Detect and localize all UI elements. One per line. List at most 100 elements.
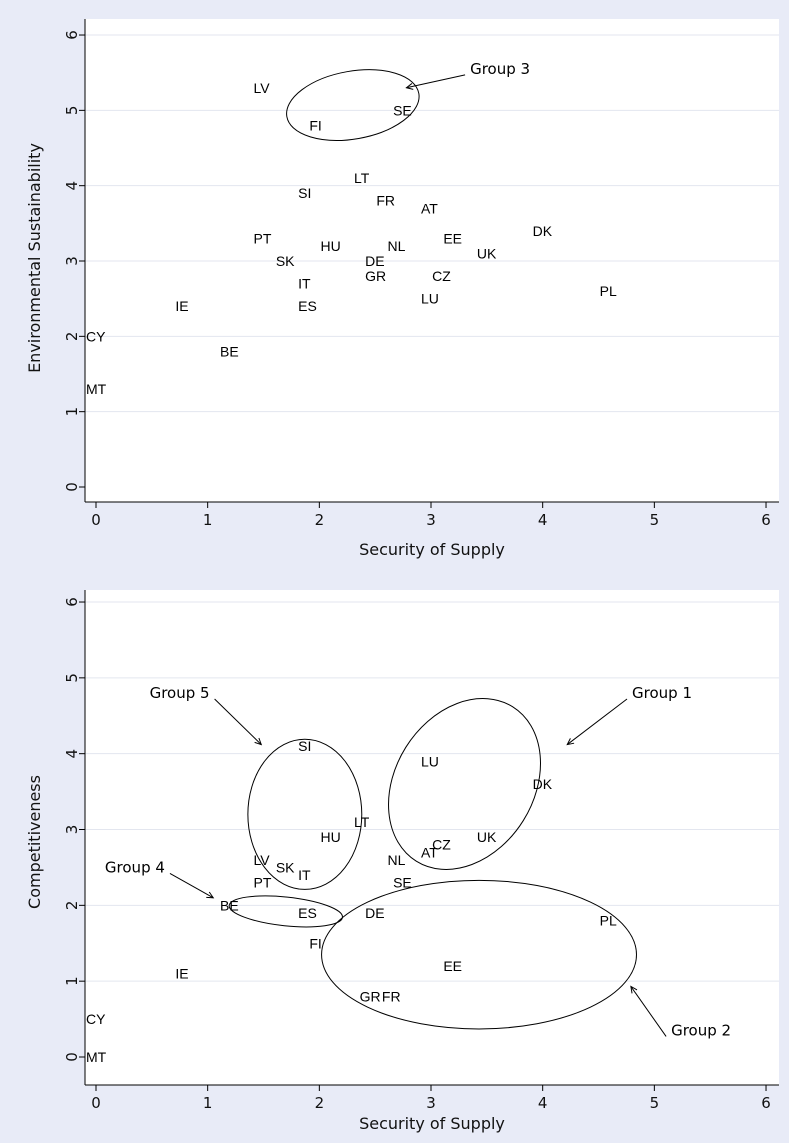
point-label: LV xyxy=(254,80,271,96)
point-label: CZ xyxy=(432,837,451,853)
x-axis-label: Security of Supply xyxy=(359,1114,505,1133)
point-label: MT xyxy=(86,1049,107,1065)
point-label: AT xyxy=(421,844,438,860)
y-tick-label: 1 xyxy=(63,976,81,986)
point-label: DK xyxy=(533,223,553,239)
x-tick-label: 1 xyxy=(203,511,213,529)
x-tick-label: 5 xyxy=(650,1094,660,1112)
point-label: IT xyxy=(298,276,311,292)
x-tick-label: 0 xyxy=(91,1094,101,1112)
point-label: FI xyxy=(309,935,321,951)
group-arrow xyxy=(630,986,667,1037)
x-tick-label: 1 xyxy=(203,1094,213,1112)
group-ellipse xyxy=(388,698,541,870)
x-tick-label: 4 xyxy=(538,1094,548,1112)
tick-labels: 0 1 2 3 4 5 6 0 1 2 3 4 5 6 xyxy=(63,597,771,1112)
group-arrow xyxy=(214,698,262,745)
point-label: HU xyxy=(321,238,341,254)
group-arrowhead xyxy=(254,737,263,746)
group-ellipse xyxy=(321,879,637,1030)
x-tick-label: 0 xyxy=(91,511,101,529)
point-label: HU xyxy=(321,829,341,845)
point-label: NL xyxy=(388,852,406,868)
x-axis-label: Security of Supply xyxy=(359,540,505,559)
y-axis-label: Environmental Sustainability xyxy=(25,143,44,373)
point-label: BE xyxy=(220,897,239,913)
y-tick-label: 6 xyxy=(63,30,81,40)
point-label: AT xyxy=(421,200,438,216)
point-label: EE xyxy=(443,230,462,246)
x-tick-label: 6 xyxy=(761,1094,771,1112)
x-tick-label: 6 xyxy=(761,511,771,529)
group-ellipse xyxy=(247,738,363,890)
env-sustainability-panel: 0 1 2 3 4 5 6 0 1 2 3 4 5 6 Group 3 LV FI SE LT SI FR AT DK P… xyxy=(25,19,779,559)
x-tick-label: 2 xyxy=(315,1094,325,1112)
point-label: SE xyxy=(393,875,412,891)
y-tick-label: 5 xyxy=(63,673,81,683)
point-label: LT xyxy=(354,814,370,830)
point-label: ES xyxy=(298,905,317,921)
group-label: Group 3 xyxy=(470,60,530,78)
point-label: UK xyxy=(477,829,497,845)
point-label: LT xyxy=(354,170,370,186)
x-tick-label: 5 xyxy=(650,511,660,529)
group-ellipses: Group 3 xyxy=(286,60,530,141)
y-tick-label: 3 xyxy=(63,256,81,266)
plot-area xyxy=(85,19,779,502)
group-arrow xyxy=(169,872,214,899)
point-label: CZ xyxy=(432,268,451,284)
point-label: DK xyxy=(533,776,553,792)
point-label: LU xyxy=(421,291,439,307)
point-label: CY xyxy=(86,328,106,344)
x-tick-label: 4 xyxy=(538,511,548,529)
y-tick-label: 5 xyxy=(63,106,81,116)
y-tick-label: 6 xyxy=(63,597,81,607)
group-label: Group 1 xyxy=(632,684,692,702)
point-label: PL xyxy=(600,283,617,299)
point-label: CY xyxy=(86,1011,106,1027)
point-label: FI xyxy=(309,117,321,133)
group-arrowhead xyxy=(566,738,575,746)
y-tick-label: 2 xyxy=(63,901,81,911)
y-tick-label: 4 xyxy=(63,749,81,759)
axes xyxy=(79,590,779,1091)
group-arrowhead xyxy=(206,891,215,899)
group-arrow xyxy=(566,698,628,745)
point-label: DE xyxy=(365,253,384,269)
y-tick-label: 4 xyxy=(63,181,81,191)
point-label: SI xyxy=(298,185,311,201)
y-tick-label: 2 xyxy=(63,332,81,342)
point-label: IE xyxy=(175,298,188,314)
group-arrowhead xyxy=(405,83,414,90)
group-label: Group 5 xyxy=(150,684,210,702)
plot-area xyxy=(85,590,779,1085)
y-tick-label: 0 xyxy=(63,482,81,492)
group-ellipse xyxy=(286,69,420,141)
group-arrowhead xyxy=(630,985,638,994)
point-label: NL xyxy=(388,238,406,254)
x-tick-label: 2 xyxy=(315,511,325,529)
point-label: PL xyxy=(600,913,617,929)
point-label: LU xyxy=(421,753,439,769)
x-tick-label: 3 xyxy=(426,1094,436,1112)
point-label: LV xyxy=(254,852,271,868)
point-label: UK xyxy=(477,245,497,261)
y-tick-label: 3 xyxy=(63,825,81,835)
point-label: SI xyxy=(298,738,311,754)
point-label: SK xyxy=(276,253,295,269)
point-label: GR xyxy=(360,988,381,1004)
x-tick-label: 3 xyxy=(426,511,436,529)
point-label: GR xyxy=(365,268,386,284)
point-label: SK xyxy=(276,859,295,875)
gridlines xyxy=(85,601,779,982)
group-label: Group 4 xyxy=(105,858,165,876)
point-label: IE xyxy=(175,966,188,982)
point-label: EE xyxy=(443,958,462,974)
point-label: PT xyxy=(254,230,272,246)
point-label: SE xyxy=(393,102,412,118)
group-arrow xyxy=(406,74,466,89)
y-tick-label: 1 xyxy=(63,407,81,417)
